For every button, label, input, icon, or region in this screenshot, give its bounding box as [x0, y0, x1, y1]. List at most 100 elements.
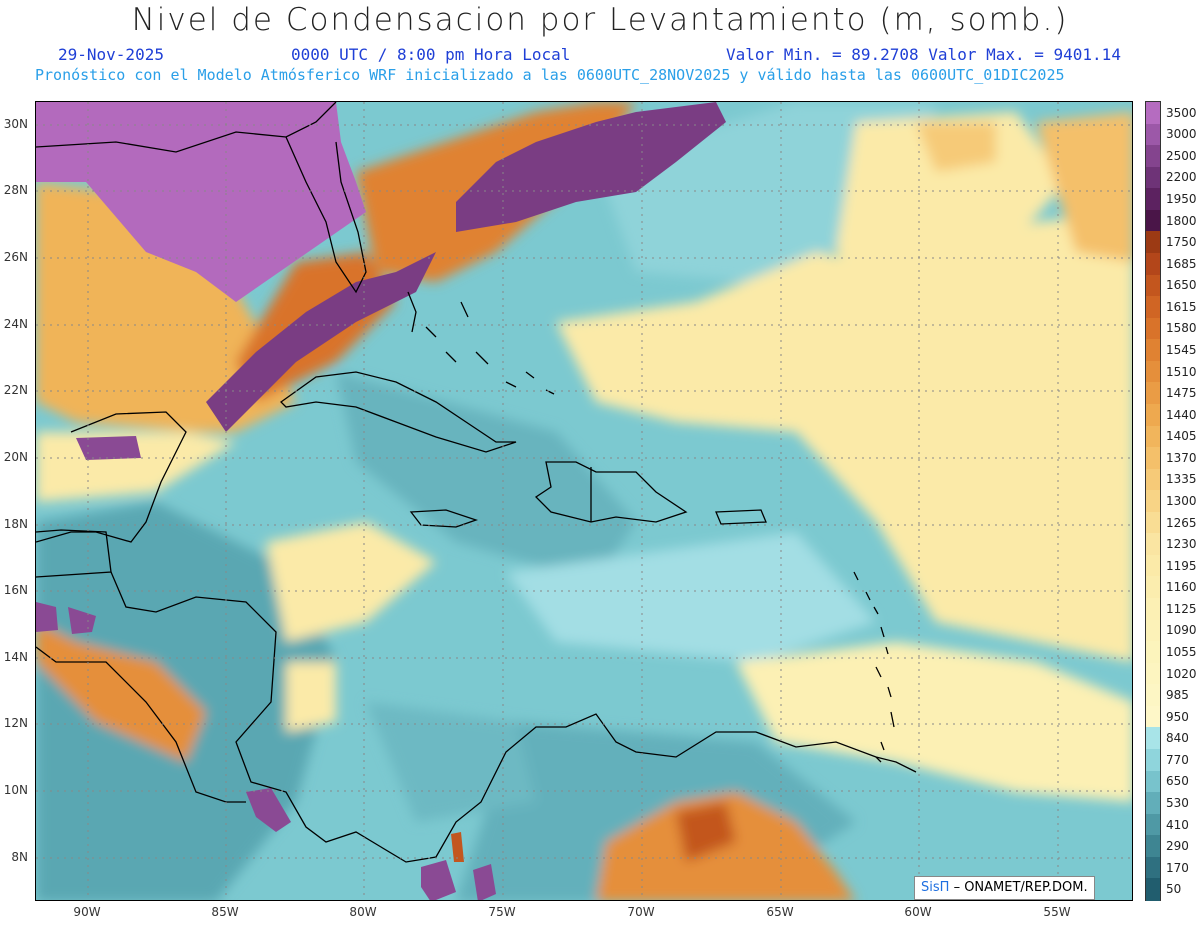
colorbar-swatch — [1146, 296, 1160, 319]
lon-label: 70W — [627, 905, 655, 919]
colorbar-swatch — [1146, 684, 1160, 707]
purple-band-florida — [206, 252, 436, 432]
colorbar-swatch — [1146, 662, 1160, 685]
colorbar-swatch — [1146, 554, 1160, 578]
colorbar-label: 1300 — [1166, 494, 1197, 508]
lat-label: 24N — [3, 317, 28, 331]
colorbar-swatch — [1146, 813, 1160, 836]
colorbar-swatch — [1146, 188, 1160, 211]
colorbar-label: 1685 — [1166, 256, 1197, 271]
lon-label: 55W — [1043, 905, 1071, 919]
colorbar-label: 2200 — [1166, 170, 1197, 185]
colorbar-label: 50 — [1166, 882, 1182, 897]
map-title: Nivel de Condensacion por Levantamiento … — [131, 2, 1069, 38]
lat-label: 22N — [3, 383, 28, 397]
colorbar-label: 950 — [1166, 709, 1189, 724]
colorbar-swatch — [1146, 835, 1160, 858]
colorbar-swatch — [1146, 490, 1160, 513]
colorbar-swatch — [1146, 317, 1160, 340]
orange-blob-panama — [451, 832, 464, 862]
lon-label: 75W — [488, 905, 516, 919]
lon-label: 60W — [904, 905, 932, 919]
colorbar-swatch — [1146, 123, 1160, 146]
forecast-date: 29-Nov-2025 — [58, 45, 164, 64]
lat-label: 20N — [3, 450, 28, 464]
colorbar-label: 1750 — [1166, 235, 1197, 250]
forecast-map — [36, 102, 1132, 900]
purple-blob-yucatan — [76, 436, 141, 460]
model-info: Pronóstico con el Modelo Atmósferico WRF… — [35, 66, 1065, 84]
lon-label: 90W — [73, 905, 101, 919]
colorbar-swatch — [1146, 533, 1160, 556]
colorbar-label: 1510 — [1166, 364, 1197, 379]
lon-label: 85W — [211, 905, 239, 919]
colorbar — [1145, 101, 1161, 901]
lat-label: 16N — [3, 583, 28, 597]
colorbar-label: 290 — [1166, 839, 1189, 854]
colorbar-swatch — [1146, 339, 1160, 362]
colorbar-label: 170 — [1166, 860, 1189, 875]
colorbar-label: 1405 — [1166, 429, 1197, 444]
colorbar-label: 1475 — [1166, 386, 1197, 401]
colorbar-swatch — [1146, 360, 1160, 383]
colorbar-label: 1195 — [1166, 558, 1197, 573]
forecast-time: 0000 UTC / 8:00 pm Hora Local — [291, 45, 571, 64]
colorbar-swatch — [1146, 878, 1160, 901]
map-panel — [35, 101, 1133, 901]
min-max-values: Valor Min. = 89.2708 Valor Max. = 9401.1… — [726, 45, 1121, 64]
colorbar-label: 1950 — [1166, 192, 1197, 207]
colorbar-swatch — [1146, 792, 1160, 815]
colorbar-swatch — [1146, 770, 1160, 793]
grid-lines — [36, 102, 1132, 900]
colorbar-label: 3500 — [1166, 105, 1197, 120]
colorbar-swatch — [1146, 576, 1160, 599]
colorbar-swatch — [1146, 252, 1160, 276]
purple-blob-2 — [68, 607, 96, 634]
colorbar-label: 3000 — [1166, 127, 1197, 142]
land-overlay-north — [36, 102, 366, 302]
colorbar-label: 985 — [1166, 688, 1189, 703]
colorbar-label: 650 — [1166, 774, 1189, 789]
colorbar-swatch — [1146, 641, 1160, 664]
purple-blob-1 — [36, 602, 58, 632]
colorbar-swatch — [1146, 166, 1160, 189]
colorbar-label: 1020 — [1166, 666, 1197, 681]
sispi-logo-text: SisΠ — [921, 880, 950, 895]
colorbar-swatch — [1146, 231, 1160, 254]
colorbar-label: 840 — [1166, 731, 1189, 746]
colorbar-label: 1265 — [1166, 515, 1197, 530]
colorbar-label: 1650 — [1166, 278, 1197, 293]
purple-band-ne — [456, 102, 726, 232]
colorbar-label: 770 — [1166, 752, 1189, 767]
colorbar-label: 1440 — [1166, 407, 1197, 422]
purple-blob-4 — [421, 860, 456, 900]
purple-blob-3 — [246, 788, 291, 832]
lat-label: 14N — [3, 650, 28, 664]
colorbar-label: 1090 — [1166, 623, 1197, 638]
colorbar-label: 1800 — [1166, 213, 1197, 228]
lon-label: 65W — [766, 905, 794, 919]
colorbar-swatch — [1146, 447, 1160, 470]
colorbar-label: 1335 — [1166, 472, 1197, 487]
colorbar-label: 1160 — [1166, 580, 1197, 595]
colorbar-label: 2500 — [1166, 148, 1197, 163]
colorbar-swatch — [1146, 425, 1160, 448]
colorbar-swatch — [1146, 705, 1160, 729]
colorbar-swatch — [1146, 382, 1160, 405]
colorbar-label: 1545 — [1166, 343, 1197, 358]
colorbar-swatch — [1146, 274, 1160, 297]
lat-label: 12N — [3, 716, 28, 730]
lat-label: 26N — [3, 250, 28, 264]
purple-blob-5 — [473, 864, 496, 900]
colorbar-label: 1055 — [1166, 644, 1197, 659]
lat-label: 8N — [11, 850, 28, 864]
lat-label: 18N — [3, 517, 28, 531]
credit-text: – ONAMET/REP.DOM. — [953, 880, 1088, 895]
colorbar-swatch — [1146, 403, 1160, 427]
colorbar-label: 1370 — [1166, 450, 1197, 465]
colorbar-label: 1230 — [1166, 537, 1197, 552]
colorbar-swatch — [1146, 856, 1160, 880]
colorbar-label: 1580 — [1166, 321, 1197, 336]
colorbar-label: 1125 — [1166, 601, 1197, 616]
colorbar-label: 1615 — [1166, 299, 1197, 314]
